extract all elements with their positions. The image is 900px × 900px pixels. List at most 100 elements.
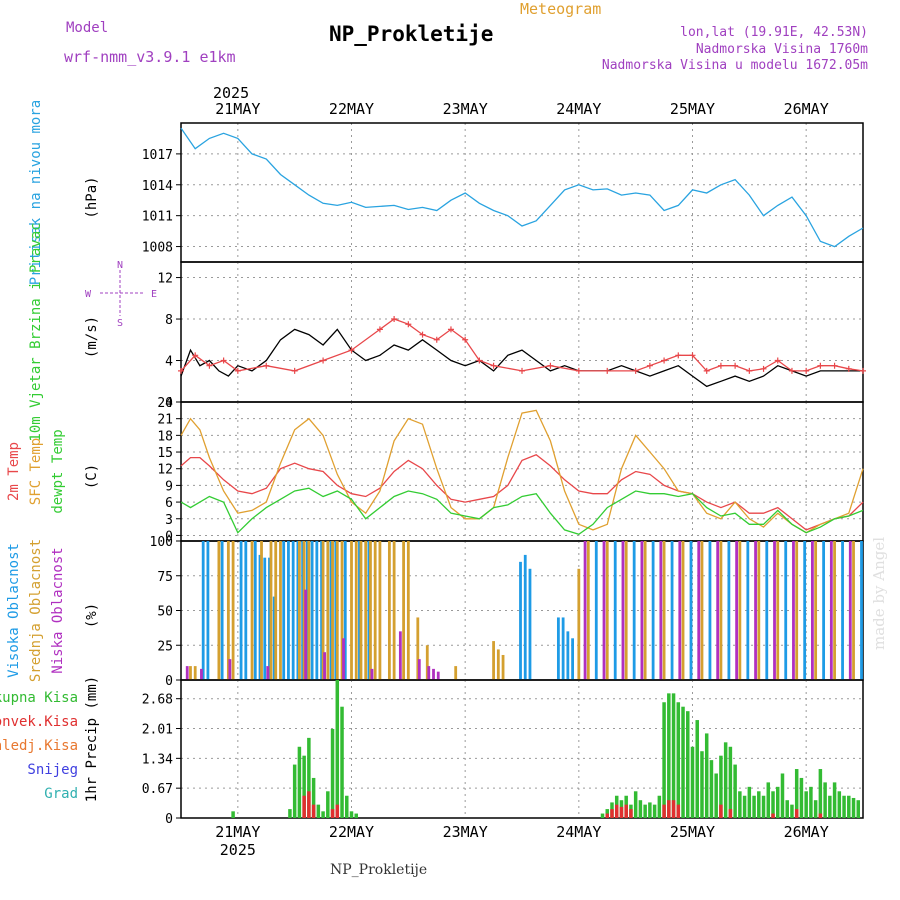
series-line-0 [180, 328, 863, 388]
bar-0 [594, 541, 598, 680]
bar-2 [228, 659, 232, 680]
bar-0 [297, 746, 302, 818]
bottom-day-label: 21MAY [215, 823, 260, 841]
panel-unit-label: (%) [84, 603, 100, 628]
bar-0 [765, 541, 769, 680]
bar-0 [519, 561, 522, 680]
top-year-label: 2025 [213, 84, 250, 102]
bar-2 [678, 541, 682, 680]
bar-0 [244, 541, 248, 680]
bar-0 [794, 769, 799, 818]
bar-1 [307, 791, 311, 818]
bottom-day-label: 22MAY [329, 823, 374, 841]
bar-0 [523, 554, 527, 680]
bar-0 [326, 791, 330, 818]
bar-1 [260, 541, 263, 680]
compass-west: W [85, 289, 92, 300]
gust-marker [547, 362, 554, 369]
bar-0 [670, 541, 674, 680]
bar-0 [556, 617, 560, 680]
bar-0 [818, 769, 823, 818]
bar-0 [345, 795, 349, 818]
bar-0 [282, 541, 286, 680]
bar-2 [427, 666, 431, 680]
series-line-1 [180, 318, 864, 372]
bar-1 [340, 541, 344, 680]
gust-marker [476, 357, 483, 364]
bar-2 [342, 638, 345, 680]
bar-0 [258, 554, 262, 680]
panel-unit-label: (C) [84, 464, 100, 489]
bar-1 [662, 804, 666, 818]
bar-0 [652, 804, 657, 818]
bar-2 [697, 541, 701, 680]
bar-1 [331, 541, 334, 680]
bar-1 [795, 541, 799, 680]
bar-1 [302, 541, 306, 680]
y-tick-label: 24 [157, 396, 173, 411]
bar-0 [847, 795, 851, 818]
bar-1 [619, 806, 624, 818]
bar-2 [716, 541, 720, 680]
bar-1 [406, 541, 410, 680]
bar-0 [311, 777, 316, 818]
bar-0 [571, 638, 574, 680]
bar-0 [566, 631, 570, 680]
gust-marker [575, 367, 582, 374]
bar-2 [436, 671, 440, 680]
bar-1 [378, 541, 382, 680]
bar-0 [780, 773, 785, 818]
gust-marker [760, 365, 767, 372]
bar-1 [231, 541, 235, 680]
top-day-label: 25MAY [670, 100, 715, 118]
gust-marker [178, 367, 184, 374]
bar-0 [708, 541, 712, 680]
bar-0 [330, 728, 335, 818]
bar-1 [496, 649, 500, 680]
bar-0 [633, 791, 638, 818]
top-day-label: 26MAY [784, 100, 829, 118]
gust-marker [646, 362, 653, 369]
y-tick-label: 100 [150, 535, 173, 550]
bar-0 [752, 795, 756, 818]
panel-ylabel: dewpt Temp [50, 429, 66, 513]
bar-0 [287, 541, 290, 680]
gust-marker [703, 367, 710, 374]
gust-marker [263, 362, 270, 369]
bar-0 [657, 795, 662, 818]
bar-1 [771, 813, 775, 818]
bar-0 [201, 541, 205, 680]
bar-1 [794, 809, 799, 818]
compass-rose: N S E W [85, 260, 157, 329]
bar-1 [818, 813, 823, 818]
y-tick-label: 1.34 [142, 752, 173, 767]
y-tick-label: 0.67 [142, 782, 173, 797]
bar-0 [784, 541, 788, 680]
gust-marker [320, 357, 327, 364]
bar-2 [266, 666, 270, 680]
bar-0 [253, 541, 257, 680]
bar-2 [659, 541, 663, 680]
bar-0 [302, 755, 306, 818]
bar-0 [334, 541, 338, 680]
bar-2 [583, 541, 587, 680]
bottom-day-label: 25MAY [670, 823, 715, 841]
compass-east: E [151, 289, 157, 300]
y-tick-label: 0 [165, 812, 173, 827]
bar-0 [856, 800, 861, 818]
top-day-label: 24MAY [556, 100, 601, 118]
bar-1 [501, 654, 505, 680]
bar-1 [676, 804, 681, 818]
bar-0 [676, 702, 681, 818]
bar-0 [288, 809, 292, 818]
bar-1 [321, 541, 325, 680]
bar-0 [714, 773, 718, 818]
bar-0 [709, 760, 714, 818]
panel-frame [180, 679, 864, 819]
y-tick-label: 2.68 [142, 693, 173, 708]
y-tick-label: 21 [157, 413, 173, 428]
bar-0 [695, 720, 699, 818]
bar-1 [577, 568, 581, 680]
panel-ylabel: SFC Temp [28, 438, 44, 505]
